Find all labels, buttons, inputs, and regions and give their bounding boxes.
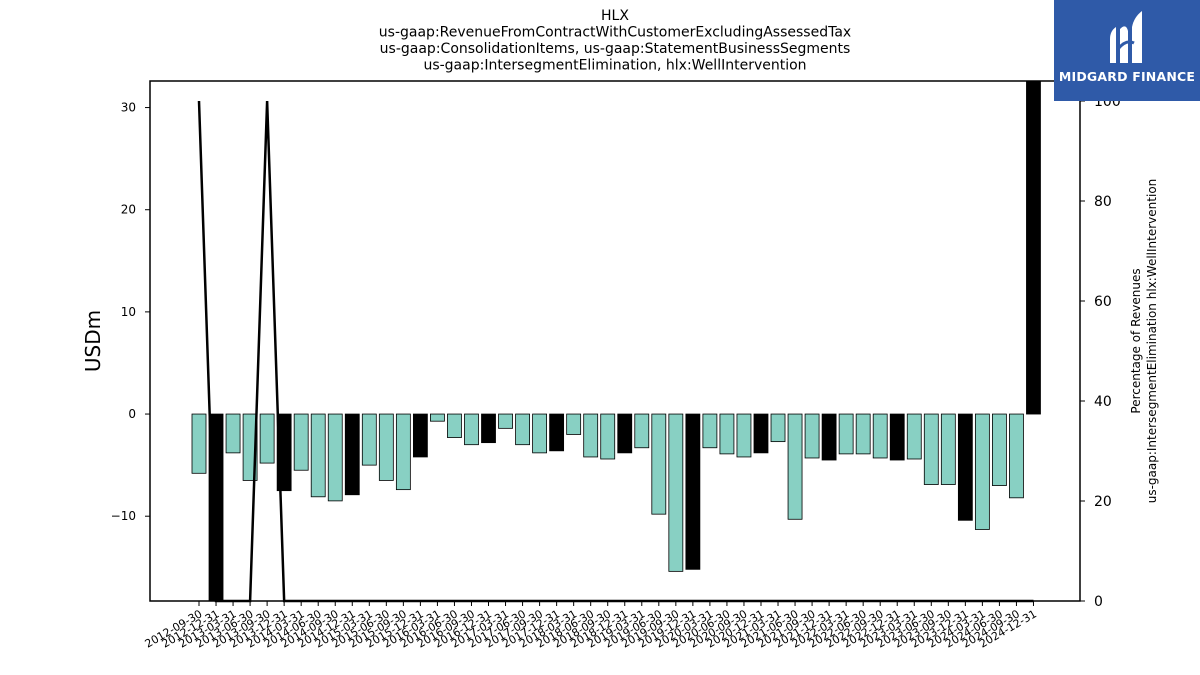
bar xyxy=(430,413,445,422)
bar xyxy=(395,413,411,491)
bar xyxy=(821,413,837,461)
bar xyxy=(447,413,462,438)
bar xyxy=(634,413,650,449)
bar xyxy=(600,413,616,460)
y2-tick-label: 40 xyxy=(1094,394,1112,410)
bar xyxy=(532,413,547,454)
bar xyxy=(293,413,309,471)
bar xyxy=(838,413,854,455)
y2-tick-label: 60 xyxy=(1094,294,1112,310)
bar xyxy=(872,413,888,459)
bar xyxy=(992,413,1007,486)
bar xyxy=(736,413,752,458)
bar xyxy=(617,413,633,454)
bar-series xyxy=(191,80,1041,602)
bar xyxy=(378,413,394,481)
bar xyxy=(515,413,530,446)
bar xyxy=(191,413,207,474)
plot-frame xyxy=(149,80,1081,602)
logo-mark-icon xyxy=(1110,11,1142,63)
bar xyxy=(651,413,667,515)
bar xyxy=(225,413,241,454)
y-axis-left: −10 0 10 20 30 xyxy=(111,101,150,523)
bar xyxy=(753,413,769,454)
bar xyxy=(481,413,496,444)
bar xyxy=(549,413,565,452)
y2-tick-label: 20 xyxy=(1094,494,1112,510)
chart-title-line: HLX xyxy=(601,8,629,24)
y-axis-label: USDm xyxy=(81,310,105,372)
line-series xyxy=(197,100,1034,603)
y2-axis-label-line: Percentage of Revenues xyxy=(1129,268,1143,413)
bar xyxy=(719,413,735,455)
bar xyxy=(1026,80,1041,415)
y2-tick-label: 80 xyxy=(1094,194,1112,210)
bar xyxy=(327,413,343,502)
bar xyxy=(685,413,701,570)
bar xyxy=(259,413,275,464)
bar xyxy=(787,413,803,520)
chart-title-line: us-gaap:RevenueFromContractWithCustomerE… xyxy=(379,25,851,41)
bar xyxy=(940,413,956,485)
bar xyxy=(310,413,326,498)
bar xyxy=(906,413,922,460)
bar xyxy=(702,413,718,449)
percentage-line xyxy=(197,100,1034,603)
bar xyxy=(957,413,973,521)
bar xyxy=(668,413,684,572)
bar xyxy=(855,413,871,455)
y2-axis-label-line: us-gaap:IntersegmentElimination hlx:Well… xyxy=(1145,179,1159,504)
y-tick-label: 20 xyxy=(121,203,136,217)
bar xyxy=(1009,413,1024,499)
bar xyxy=(804,413,820,459)
y-tick-label: 10 xyxy=(121,305,136,319)
chart-title-line: us-gaap:ConsolidationItems, us-gaap:Stat… xyxy=(380,41,851,57)
chart-title: HLXus-gaap:RevenueFromContractWithCustom… xyxy=(379,8,851,74)
bar xyxy=(583,413,599,458)
y2-axis-label: Percentage of Revenues us-gaap:Intersegme… xyxy=(1129,179,1159,504)
bar xyxy=(412,413,428,458)
bar xyxy=(361,413,377,466)
bar xyxy=(498,413,513,429)
x-axis: 2012-09-302012-12-312013-03-312013-06-30… xyxy=(143,601,1039,651)
bar xyxy=(344,413,360,496)
chart-title-line: us-gaap:IntersegmentElimination, hlx:Wel… xyxy=(423,58,806,74)
brand-logo: MIDGARD FINANCE xyxy=(1054,0,1200,101)
bar xyxy=(464,413,479,446)
y-tick-label: −10 xyxy=(111,509,136,523)
y-tick-label: 0 xyxy=(128,407,136,421)
bar xyxy=(566,413,582,435)
bar xyxy=(923,413,939,485)
bar xyxy=(974,413,990,530)
logo-text: MIDGARD FINANCE xyxy=(1058,69,1196,84)
y-tick-label: 30 xyxy=(121,101,136,115)
y2-tick-label: 0 xyxy=(1094,594,1103,610)
bar xyxy=(889,413,905,461)
bar xyxy=(770,413,786,443)
